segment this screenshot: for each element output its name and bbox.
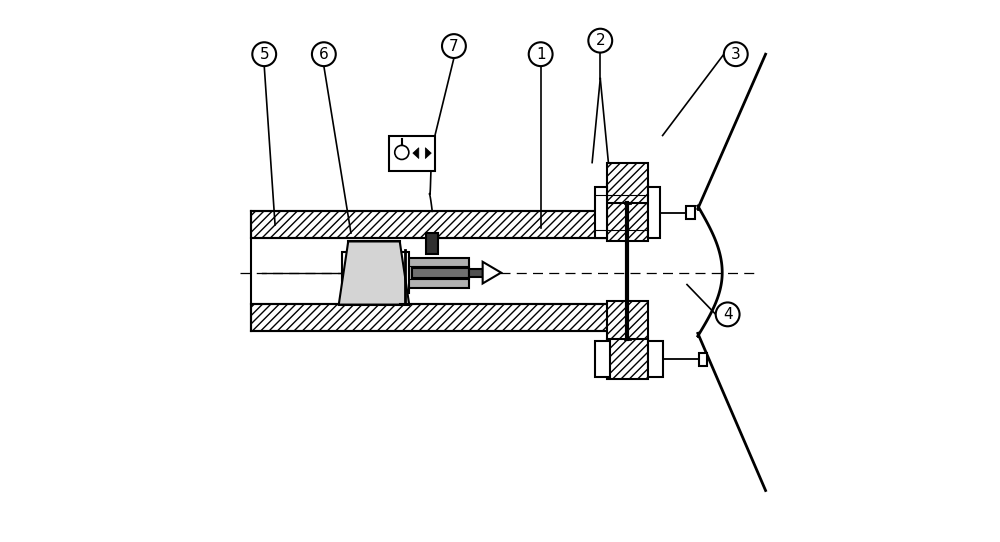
Bar	[607, 163, 648, 203]
Circle shape	[588, 29, 612, 53]
Text: 1: 1	[536, 47, 545, 62]
Bar	[686, 206, 695, 219]
Bar	[400, 253, 409, 293]
Polygon shape	[413, 147, 419, 158]
Bar	[595, 187, 607, 238]
Bar	[648, 341, 663, 377]
Polygon shape	[339, 242, 409, 305]
Polygon shape	[483, 262, 501, 283]
Bar	[607, 184, 648, 241]
Bar	[426, 233, 438, 254]
Text: 3: 3	[731, 47, 741, 62]
Text: 2: 2	[595, 33, 605, 48]
Text: 4: 4	[723, 307, 732, 322]
Circle shape	[312, 42, 336, 66]
Bar	[409, 258, 469, 287]
Text: 6: 6	[319, 47, 329, 62]
Bar	[648, 187, 660, 238]
Bar	[389, 136, 435, 171]
Circle shape	[252, 42, 276, 66]
Bar	[699, 353, 707, 366]
Text: 7: 7	[449, 38, 459, 54]
Circle shape	[716, 302, 740, 326]
Bar	[469, 269, 483, 277]
Circle shape	[724, 42, 748, 66]
Bar	[348, 242, 400, 304]
Bar	[595, 341, 610, 377]
Text: 5: 5	[259, 47, 269, 62]
Bar	[251, 304, 627, 331]
Circle shape	[442, 34, 466, 58]
Circle shape	[529, 42, 553, 66]
Polygon shape	[425, 147, 431, 158]
Bar	[251, 211, 627, 238]
Bar	[607, 339, 648, 379]
Bar	[607, 301, 648, 358]
Bar	[412, 268, 469, 278]
Bar	[342, 253, 348, 293]
